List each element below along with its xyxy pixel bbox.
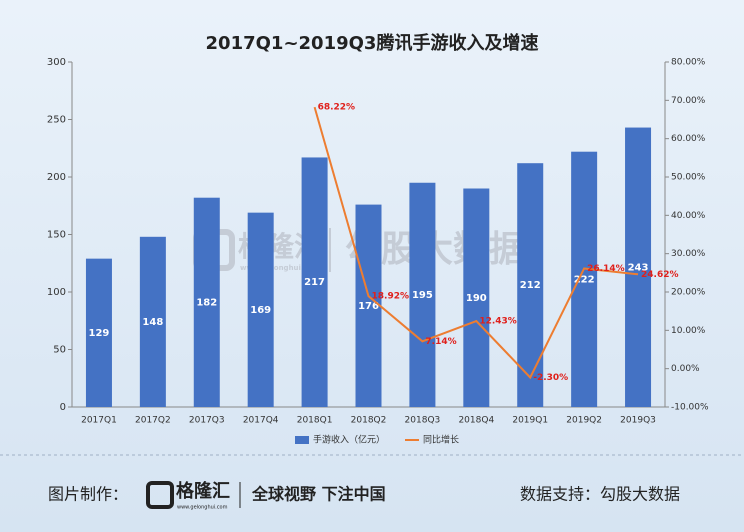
- y2-tick-label: 0.00%: [671, 364, 700, 374]
- line-value-label: 68.22%: [318, 103, 356, 113]
- bar: [193, 197, 220, 407]
- x-tick-label: 2017Q3: [189, 416, 225, 426]
- bar-value-label: 212: [520, 280, 541, 291]
- line-value-label: 12.43%: [479, 317, 517, 327]
- footer-slogan: 全球视野 下注中国: [251, 485, 386, 504]
- y2-tick-label: 40.00%: [671, 211, 706, 221]
- y-tick-label: 50: [53, 345, 66, 356]
- y-tick-label: 100: [47, 287, 66, 298]
- footer-source: 数据支持：勾股大数据: [520, 485, 680, 504]
- footer-logo: [146, 481, 174, 509]
- y2-tick-label: 20.00%: [671, 288, 706, 298]
- x-tick-label: 2018Q1: [297, 416, 333, 426]
- y2-tick-label: 30.00%: [671, 249, 706, 259]
- line-value-label: -2.30%: [533, 373, 568, 383]
- x-tick-label: 2017Q2: [135, 416, 171, 426]
- chart-title: 2017Q1~2019Q3腾讯手游收入及增速: [206, 32, 539, 54]
- bar-value-label: 217: [304, 277, 325, 288]
- y2-tick-label: -10.00%: [671, 403, 709, 413]
- footer-url: www.gelonghui.com: [177, 505, 228, 511]
- bar: [139, 236, 166, 407]
- x-tick-label: 2018Q4: [458, 416, 494, 426]
- bar: [517, 163, 544, 407]
- y-tick-label: 300: [47, 57, 66, 68]
- footer: 图片制作： 格隆汇 www.gelonghui.com 全球视野 下注中国 数据…: [48, 480, 680, 511]
- bar: [625, 127, 652, 408]
- bar-value-label: 129: [89, 328, 110, 339]
- bar: [301, 157, 328, 407]
- bar: [355, 204, 382, 407]
- line-value-label: 7.14%: [425, 337, 456, 347]
- line-value-label: 18.92%: [372, 292, 410, 302]
- y2-tick-label: 50.00%: [671, 173, 706, 183]
- y-tick-label: 150: [47, 230, 66, 241]
- x-tick-label: 2018Q2: [351, 416, 387, 426]
- x-tick-label: 2017Q4: [243, 416, 279, 426]
- bar-value-label: 243: [628, 262, 649, 273]
- legend-label: 手游收入（亿元）: [313, 434, 385, 446]
- bar-value-label: 169: [250, 305, 271, 316]
- bar-value-label: 195: [412, 290, 433, 301]
- legend-label: 同比增长: [423, 434, 459, 446]
- line: [313, 106, 639, 380]
- y-tick-label: 250: [47, 115, 66, 126]
- bar-value-label: 222: [574, 274, 595, 285]
- footer-brand: 格隆汇: [176, 480, 230, 502]
- bar: [85, 258, 112, 407]
- footer-made-by: 图片制作：: [48, 485, 128, 504]
- bar: [409, 182, 436, 407]
- y2-tick-label: 70.00%: [671, 96, 706, 106]
- plot: 0 50 100 150 200 250 300 -10.00% 0.00% 10.00% 20.0…: [47, 57, 709, 446]
- x-tick-label: 2018Q3: [405, 416, 441, 426]
- y-tick-label: 200: [47, 172, 66, 183]
- bar: [571, 151, 598, 407]
- bar: [463, 188, 490, 407]
- x-tick-label: 2019Q1: [512, 416, 548, 426]
- y2-tick-label: 60.00%: [671, 134, 706, 144]
- bar-value-label: 148: [142, 317, 163, 328]
- line-value-label: 26.14%: [587, 264, 625, 274]
- line-value-label: 24.62%: [641, 270, 679, 280]
- x-tick-label: 2017Q1: [81, 416, 117, 426]
- bar: [247, 212, 274, 407]
- watermark-url: www.gelonghui.com: [240, 264, 320, 272]
- y2-tick-label: 80.00%: [671, 58, 706, 68]
- legend-swatch: [295, 436, 309, 444]
- bar-value-label: 182: [196, 297, 217, 308]
- bar-value-label: 176: [358, 301, 379, 312]
- x-tick-label: 2019Q3: [620, 416, 656, 426]
- bar-value-label: 190: [466, 293, 487, 304]
- y-tick-label: 0: [60, 402, 66, 413]
- x-tick-label: 2019Q2: [566, 416, 602, 426]
- y2-tick-label: 10.00%: [671, 326, 706, 336]
